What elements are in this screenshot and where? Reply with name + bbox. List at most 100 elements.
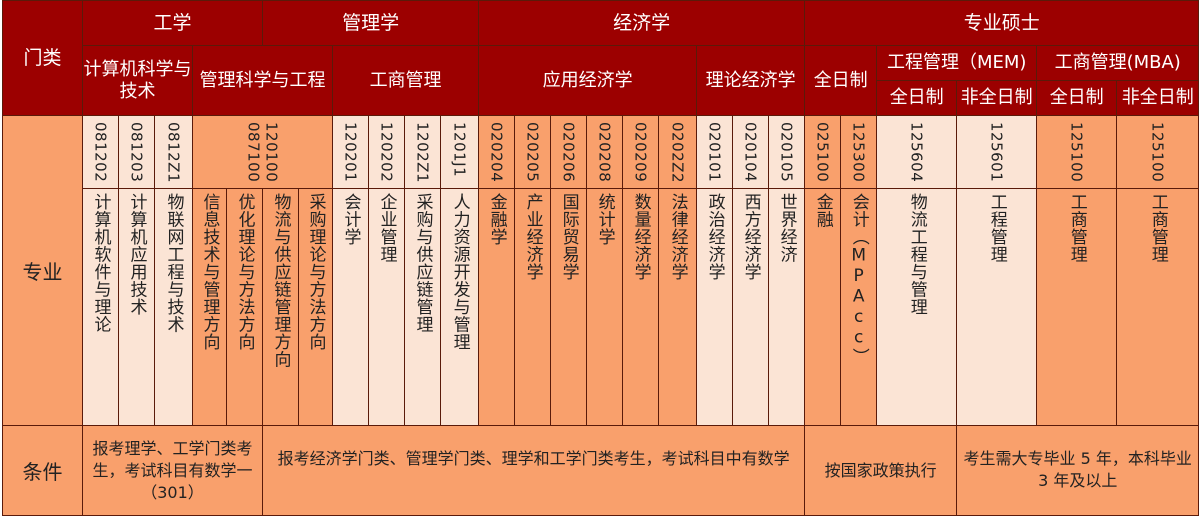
major-code: 120201 xyxy=(341,122,360,183)
major-name: 工程管理 xyxy=(986,193,1007,263)
major-code-cell: 020205 xyxy=(514,115,552,189)
subcategory-applied-econ: 应用经济学 xyxy=(478,45,698,116)
major-code-cell: 1201J1 xyxy=(440,115,480,189)
major-code-cell: 0812Z1 xyxy=(154,115,193,189)
major-name: 物联网工程与技术 xyxy=(163,193,184,333)
major-row: 计算机软件与理论 计算机应用技术 物联网工程与技术 信息技术与管理方向 优化理论与方法方… xyxy=(3,188,1200,426)
major-code-cell: 1202Z1 xyxy=(404,115,442,189)
major-code: 1202Z1 xyxy=(413,122,432,183)
major-name: 法律经济学 xyxy=(667,193,688,281)
major-name: 人力资源开发与管理 xyxy=(449,193,470,351)
major-name: 金融 xyxy=(812,193,833,228)
mem-parttime: 非全日制 xyxy=(956,80,1038,116)
major-name: 金融学 xyxy=(486,193,507,246)
major-code-cell: 120100 087100 xyxy=(191,115,334,189)
major-cell: 金融学 xyxy=(478,188,516,426)
category-economics: 经济学 xyxy=(478,0,806,46)
major-cell: 金融 xyxy=(804,188,842,426)
code-row: 专业 081202 081203 0812Z1 120100 087100 120201… xyxy=(2,115,1200,426)
major-cell: 工商管理 xyxy=(1036,188,1118,426)
major-cell: 产业经济学 xyxy=(514,188,552,426)
major-code: 081202 xyxy=(91,122,110,183)
category-management: 管理学 xyxy=(262,0,480,46)
major-name: 企业管理 xyxy=(376,193,397,263)
major-code-cell: 020204 xyxy=(478,115,516,189)
major-cell: 信息技术与管理方向 xyxy=(192,188,227,426)
major-code: 025100 xyxy=(813,122,832,183)
major-name: 西方经济学 xyxy=(740,193,761,281)
mba-fulltime: 全日制 xyxy=(1036,80,1118,116)
major-cell: 人力资源开发与管理 xyxy=(440,188,480,426)
major-code: 020105 xyxy=(777,122,796,183)
major-name: 采购理论与方法方向 xyxy=(305,193,326,351)
major-code: 020209 xyxy=(631,122,650,183)
major-name: 世界经济 xyxy=(776,193,797,263)
major-cell: 物流工程与管理 xyxy=(876,188,958,426)
major-code-cell: 120201 xyxy=(332,115,370,189)
major-name: 计算机软件与理论 xyxy=(90,193,111,333)
major-cell: 统计学 xyxy=(586,188,624,426)
major-code: 020101 xyxy=(705,122,724,183)
major-code-cell: 020206 xyxy=(550,115,588,189)
subcategory-mem: 工程管理（MEM) xyxy=(876,45,1038,81)
major-code: 020104 xyxy=(741,122,760,183)
major-code-cell: 125100 xyxy=(1116,115,1200,189)
major-cell: 政治经济学 xyxy=(696,188,734,426)
major-cell: 物联网工程与技术 xyxy=(154,188,193,426)
major-code-cell: 0202Z2 xyxy=(658,115,698,189)
major-cell: 物流与供应链管理方向 xyxy=(262,188,300,426)
major-name: 会计学 xyxy=(340,193,361,246)
major-code: 125100 xyxy=(1148,122,1167,183)
major-cell: 计算机软件与理论 xyxy=(82,188,119,426)
major-code: 1201J1 xyxy=(450,122,469,178)
major-code-cell: 081203 xyxy=(118,115,155,189)
major-name: 物流与供应链管理方向 xyxy=(270,193,291,368)
major-cell: 企业管理 xyxy=(368,188,406,426)
subcategory-cs: 计算机科学与技术 xyxy=(82,45,193,116)
major-code: 020204 xyxy=(487,122,506,183)
major-code: 125300 xyxy=(849,122,868,183)
major-cell: 国际贸易学 xyxy=(550,188,588,426)
major-code-cell: 020101 xyxy=(696,115,734,189)
category-label: 门类 xyxy=(2,0,83,116)
condition-national-policy: 按国家政策执行 xyxy=(804,425,958,516)
major-cell: 会计学 xyxy=(332,188,370,426)
major-code: 0202Z2 xyxy=(668,122,687,183)
major-name: 会计（MPAcc） xyxy=(848,193,869,366)
condition-mba-experience: 考生需大专毕业 5 年，本科毕业 3 年及以上 xyxy=(956,425,1200,516)
subcategory-fulltime: 全日制 xyxy=(804,45,878,116)
major-code-cell: 020104 xyxy=(732,115,770,189)
major-code-cell: 081202 xyxy=(82,115,119,189)
mba-parttime: 非全日制 xyxy=(1116,80,1200,116)
category-professional-master: 专业硕士 xyxy=(804,0,1200,46)
condition-econ-mgmt: 报考经济学门类、管理学门类、理学和工学门类考生，考试科目中有数学 xyxy=(262,425,806,516)
major-name: 工商管理 xyxy=(1147,193,1168,263)
major-code-cell: 120202 xyxy=(368,115,406,189)
major-name: 信息技术与管理方向 xyxy=(199,193,220,351)
major-code: 125604 xyxy=(907,122,926,183)
major-label: 专业 xyxy=(2,115,83,426)
major-code-cell: 025100 xyxy=(804,115,842,189)
major-code: 020205 xyxy=(523,122,542,183)
major-code: 081203 xyxy=(127,122,146,183)
major-code: 120100 087100 xyxy=(244,122,281,183)
condition-engineering: 报考理学、工学门类考生，考试科目有数学一（301） xyxy=(81,425,264,516)
subcategory-theory-econ: 理论经济学 xyxy=(696,45,806,116)
major-cell: 法律经济学 xyxy=(658,188,698,426)
major-name: 数量经济学 xyxy=(630,193,651,281)
major-name: 工商管理 xyxy=(1066,193,1087,263)
major-cell: 采购与供应链管理 xyxy=(404,188,442,426)
category-engineering: 工学 xyxy=(81,0,264,46)
major-cell: 会计（MPAcc） xyxy=(840,188,878,426)
major-code-cell: 125601 xyxy=(956,115,1038,189)
major-name: 计算机应用技术 xyxy=(126,193,147,316)
major-code-cell: 125300 xyxy=(840,115,878,189)
major-name: 政治经济学 xyxy=(704,193,725,281)
major-cell: 工程管理 xyxy=(956,188,1038,426)
major-code: 125601 xyxy=(987,122,1006,183)
mem-fulltime: 全日制 xyxy=(876,80,958,116)
major-code-cell: 020105 xyxy=(768,115,806,189)
major-code-cell: 125100 xyxy=(1036,115,1118,189)
major-name: 统计学 xyxy=(594,193,615,246)
